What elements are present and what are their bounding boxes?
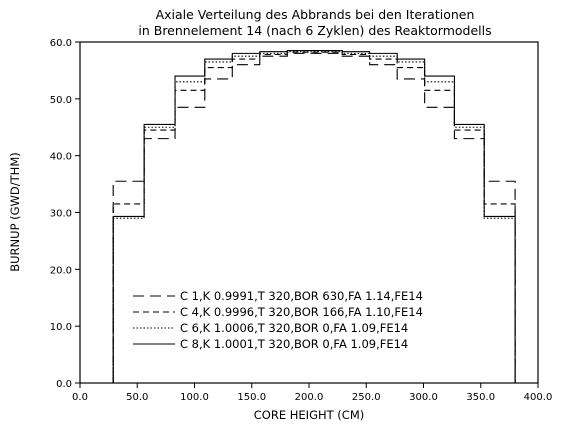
x-tick-label: 400.0 (524, 392, 553, 403)
x-tick-label: 150.0 (237, 392, 266, 403)
y-tick-label: 40.0 (50, 152, 72, 163)
x-tick-label: 50.0 (126, 392, 148, 403)
x-tick-label: 350.0 (466, 392, 495, 403)
legend-label-4: C 8,K 1.0001,T 320,BOR 0,FA 1.09,FE14 (180, 337, 408, 351)
x-tick-label: 0.0 (72, 392, 88, 403)
y-tick-label: 60.0 (50, 38, 72, 49)
series-layer (112, 49, 516, 383)
legend-label-2: C 4,K 0.9996,T 320,BOR 166,FA 1.10,FE14 (180, 305, 423, 319)
legend-label-3: C 6,K 1.0006,T 320,BOR 0,FA 1.09,FE14 (180, 321, 408, 335)
y-tick-label: 20.0 (50, 265, 72, 276)
series-line-4 (112, 49, 516, 383)
legend: C 1,K 0.9991,T 320,BOR 630,FA 1.14,FE14 C… (133, 289, 423, 351)
x-tick-label: 200.0 (295, 392, 324, 403)
legend-label-1: C 1,K 0.9991,T 320,BOR 630,FA 1.14,FE14 (180, 289, 423, 303)
y-tick-label: 10.0 (50, 322, 72, 333)
chart-title-line-2: in Brennelement 14 (nach 6 Zyklen) des R… (138, 23, 491, 38)
x-axis-ticks: 0.0 50.0 100.0 150.0 200.0 250.0 300.0 350.0 400… (72, 383, 552, 403)
y-tick-label: 30.0 (50, 209, 72, 220)
y-tick-label: 0.0 (56, 379, 72, 390)
y-tick-label: 50.0 (50, 95, 72, 106)
x-tick-label: 100.0 (180, 392, 209, 403)
y-axis-ticks: 0.0 10.0 20.0 30.0 40.0 50.0 60.0 (50, 38, 80, 390)
x-tick-label: 300.0 (409, 392, 438, 403)
x-axis-label: CORE HEIGHT (CM) (254, 408, 364, 422)
chart-title-line-1: Axiale Verteilung des Abbrands bei den I… (156, 7, 475, 22)
x-tick-label: 250.0 (352, 392, 381, 403)
y-axis-label: BURNUP (GWD/THM) (8, 152, 22, 272)
